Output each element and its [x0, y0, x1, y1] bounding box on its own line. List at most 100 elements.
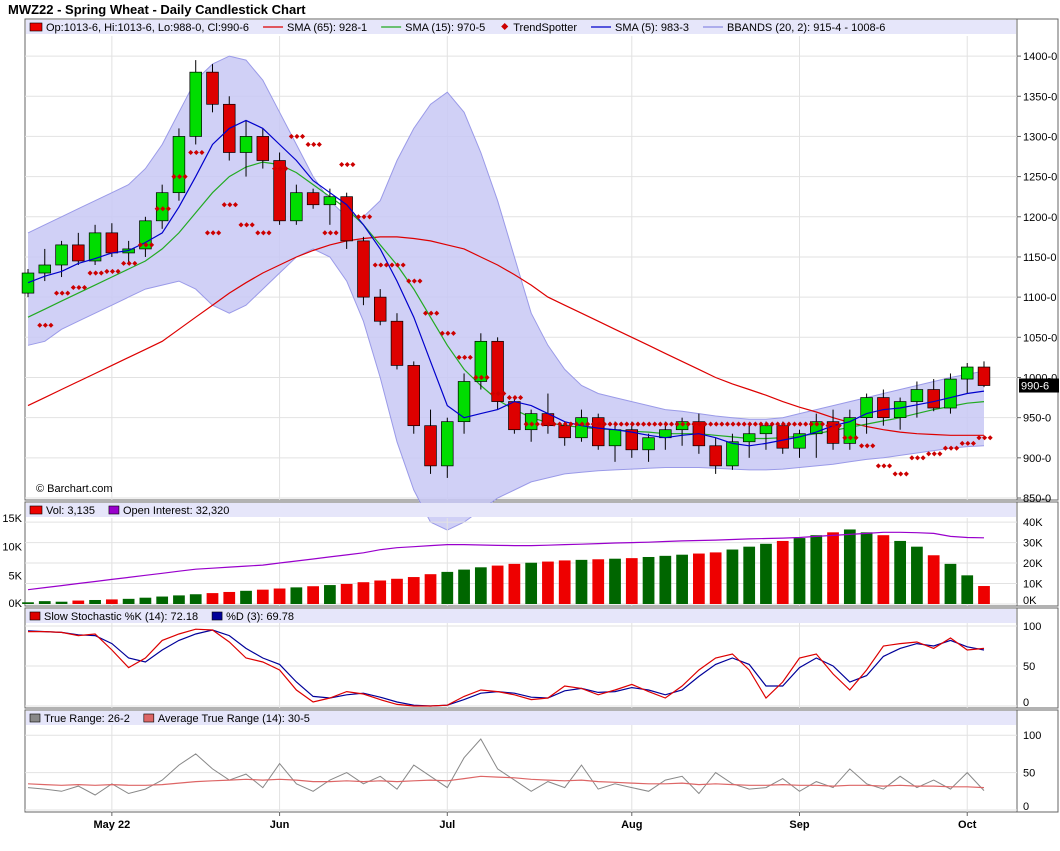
trendspotter-dot — [244, 222, 250, 228]
trendspotter-dot — [685, 421, 691, 427]
candle-body — [893, 401, 907, 419]
candle-body — [105, 232, 119, 254]
candle-body — [910, 389, 924, 402]
volume-bar — [491, 565, 504, 604]
volume-right-tick-label: 0K — [1023, 595, 1037, 607]
candle — [306, 188, 320, 209]
sma-5-line — [27, 119, 985, 447]
trendspotter-dot — [970, 440, 976, 446]
candle — [239, 120, 253, 177]
watermark: © Barchart.com — [36, 483, 113, 495]
trendspotter-dot — [635, 421, 641, 427]
price-legend-item: Op:1013-6, Hi:1013-6, Lo:988-0, Cl:990-6 — [29, 22, 249, 34]
trendspotter-dot — [629, 421, 635, 427]
volume-bar — [357, 582, 370, 604]
volume-bar — [760, 543, 772, 604]
trendspotter-dot — [232, 202, 238, 208]
volume-bar — [911, 546, 923, 604]
stochastic-tick-label: 50 — [1023, 661, 1035, 673]
trendspotter-dot — [797, 421, 803, 427]
volume-bar — [256, 589, 269, 604]
trendspotter-dot — [937, 451, 943, 457]
candle-body — [742, 433, 756, 443]
candle-body — [256, 136, 270, 161]
open-interest-line — [27, 531, 985, 591]
x-tick-label: May 22 — [94, 819, 131, 831]
trendspotter-dot — [881, 463, 887, 469]
candle — [961, 363, 974, 394]
trendspotter-dot — [171, 174, 177, 180]
trendspotter-dot — [372, 262, 378, 268]
candle-body — [139, 220, 152, 250]
candle-body — [323, 196, 337, 206]
volume-bar — [156, 596, 169, 604]
trendspotter-dot — [680, 421, 686, 427]
stochastic-legend-swatch — [29, 611, 41, 621]
chart-title: MWZ22 - Spring Wheat - Daily Candlestick… — [8, 2, 306, 17]
volume-bar — [340, 583, 353, 604]
trendspotter-dot — [484, 374, 490, 381]
price-tick-label: 1150-0 — [1023, 252, 1056, 264]
volume-bar — [441, 571, 454, 604]
candle-body — [457, 381, 471, 423]
volume-bar — [223, 591, 236, 604]
stochastic-legend-label: Slow Stochastic %K (14): 72.18 — [44, 611, 198, 623]
trendspotter-dot — [887, 463, 893, 469]
trendspotter-dot — [199, 149, 205, 156]
volume-right-tick-label: 30K — [1023, 538, 1043, 550]
trendspotter-dot — [165, 206, 171, 212]
trendspotter-dot — [819, 421, 826, 427]
price-legend-label: SMA (15): 970-5 — [405, 22, 485, 34]
volume-bar — [407, 577, 420, 604]
candle-body — [592, 417, 605, 447]
volume-bar — [542, 561, 554, 604]
candle — [390, 313, 404, 370]
volume-right-tick-label: 40K — [1023, 517, 1043, 529]
price-legend-swatch — [29, 22, 43, 32]
volume-bar — [89, 599, 101, 604]
volume-legend-item: Vol: 3,135 — [29, 505, 95, 517]
true-range-tick-label: 100 — [1023, 730, 1041, 742]
price-tick-label: 900-0 — [1023, 453, 1051, 465]
trendspotter-dot — [624, 421, 630, 427]
trendspotter-dot — [657, 421, 663, 427]
candle-body — [826, 421, 840, 444]
trendspotter-dot — [791, 421, 798, 427]
volume-bar — [793, 538, 806, 604]
volume-legend-swatch — [29, 505, 43, 515]
trendspotter-dot — [909, 455, 915, 461]
volume-bar — [592, 559, 605, 604]
trendspotter-dot — [400, 262, 406, 268]
candle-body — [961, 366, 974, 380]
volume-bar — [827, 532, 839, 604]
candle-body — [189, 71, 202, 137]
trendspotter-dot — [490, 391, 496, 397]
true-range-frame — [24, 709, 1059, 813]
volume-bar — [810, 535, 823, 604]
volume-bar — [424, 574, 437, 604]
trendspotter-dot — [182, 174, 188, 180]
trendspotter-dot — [775, 421, 781, 427]
candle-body — [407, 365, 420, 427]
volume-bar — [391, 578, 403, 604]
candle-body — [206, 71, 219, 105]
price-tick-label: 1050-0 — [1023, 332, 1057, 344]
trendspotter-dot — [87, 270, 93, 276]
candle — [893, 397, 907, 430]
trendspotter-dot — [601, 421, 607, 427]
x-tick-label: Sep — [789, 819, 809, 831]
candle-body — [508, 401, 521, 431]
candle-body — [474, 340, 488, 382]
trendspotter-dot — [383, 262, 389, 268]
volume-bar — [894, 540, 907, 604]
trendspotter-dot — [920, 455, 926, 461]
volume-left-tick-label: 5K — [9, 570, 23, 582]
trendspotter-dot — [333, 230, 339, 236]
volume-bar — [307, 586, 319, 604]
volume-bar — [458, 569, 470, 604]
candle-body — [642, 437, 655, 451]
price-tick-label: 1100-0 — [1023, 292, 1056, 304]
trendspotter-dot — [719, 421, 725, 427]
candle — [407, 361, 420, 434]
candle — [21, 269, 35, 298]
